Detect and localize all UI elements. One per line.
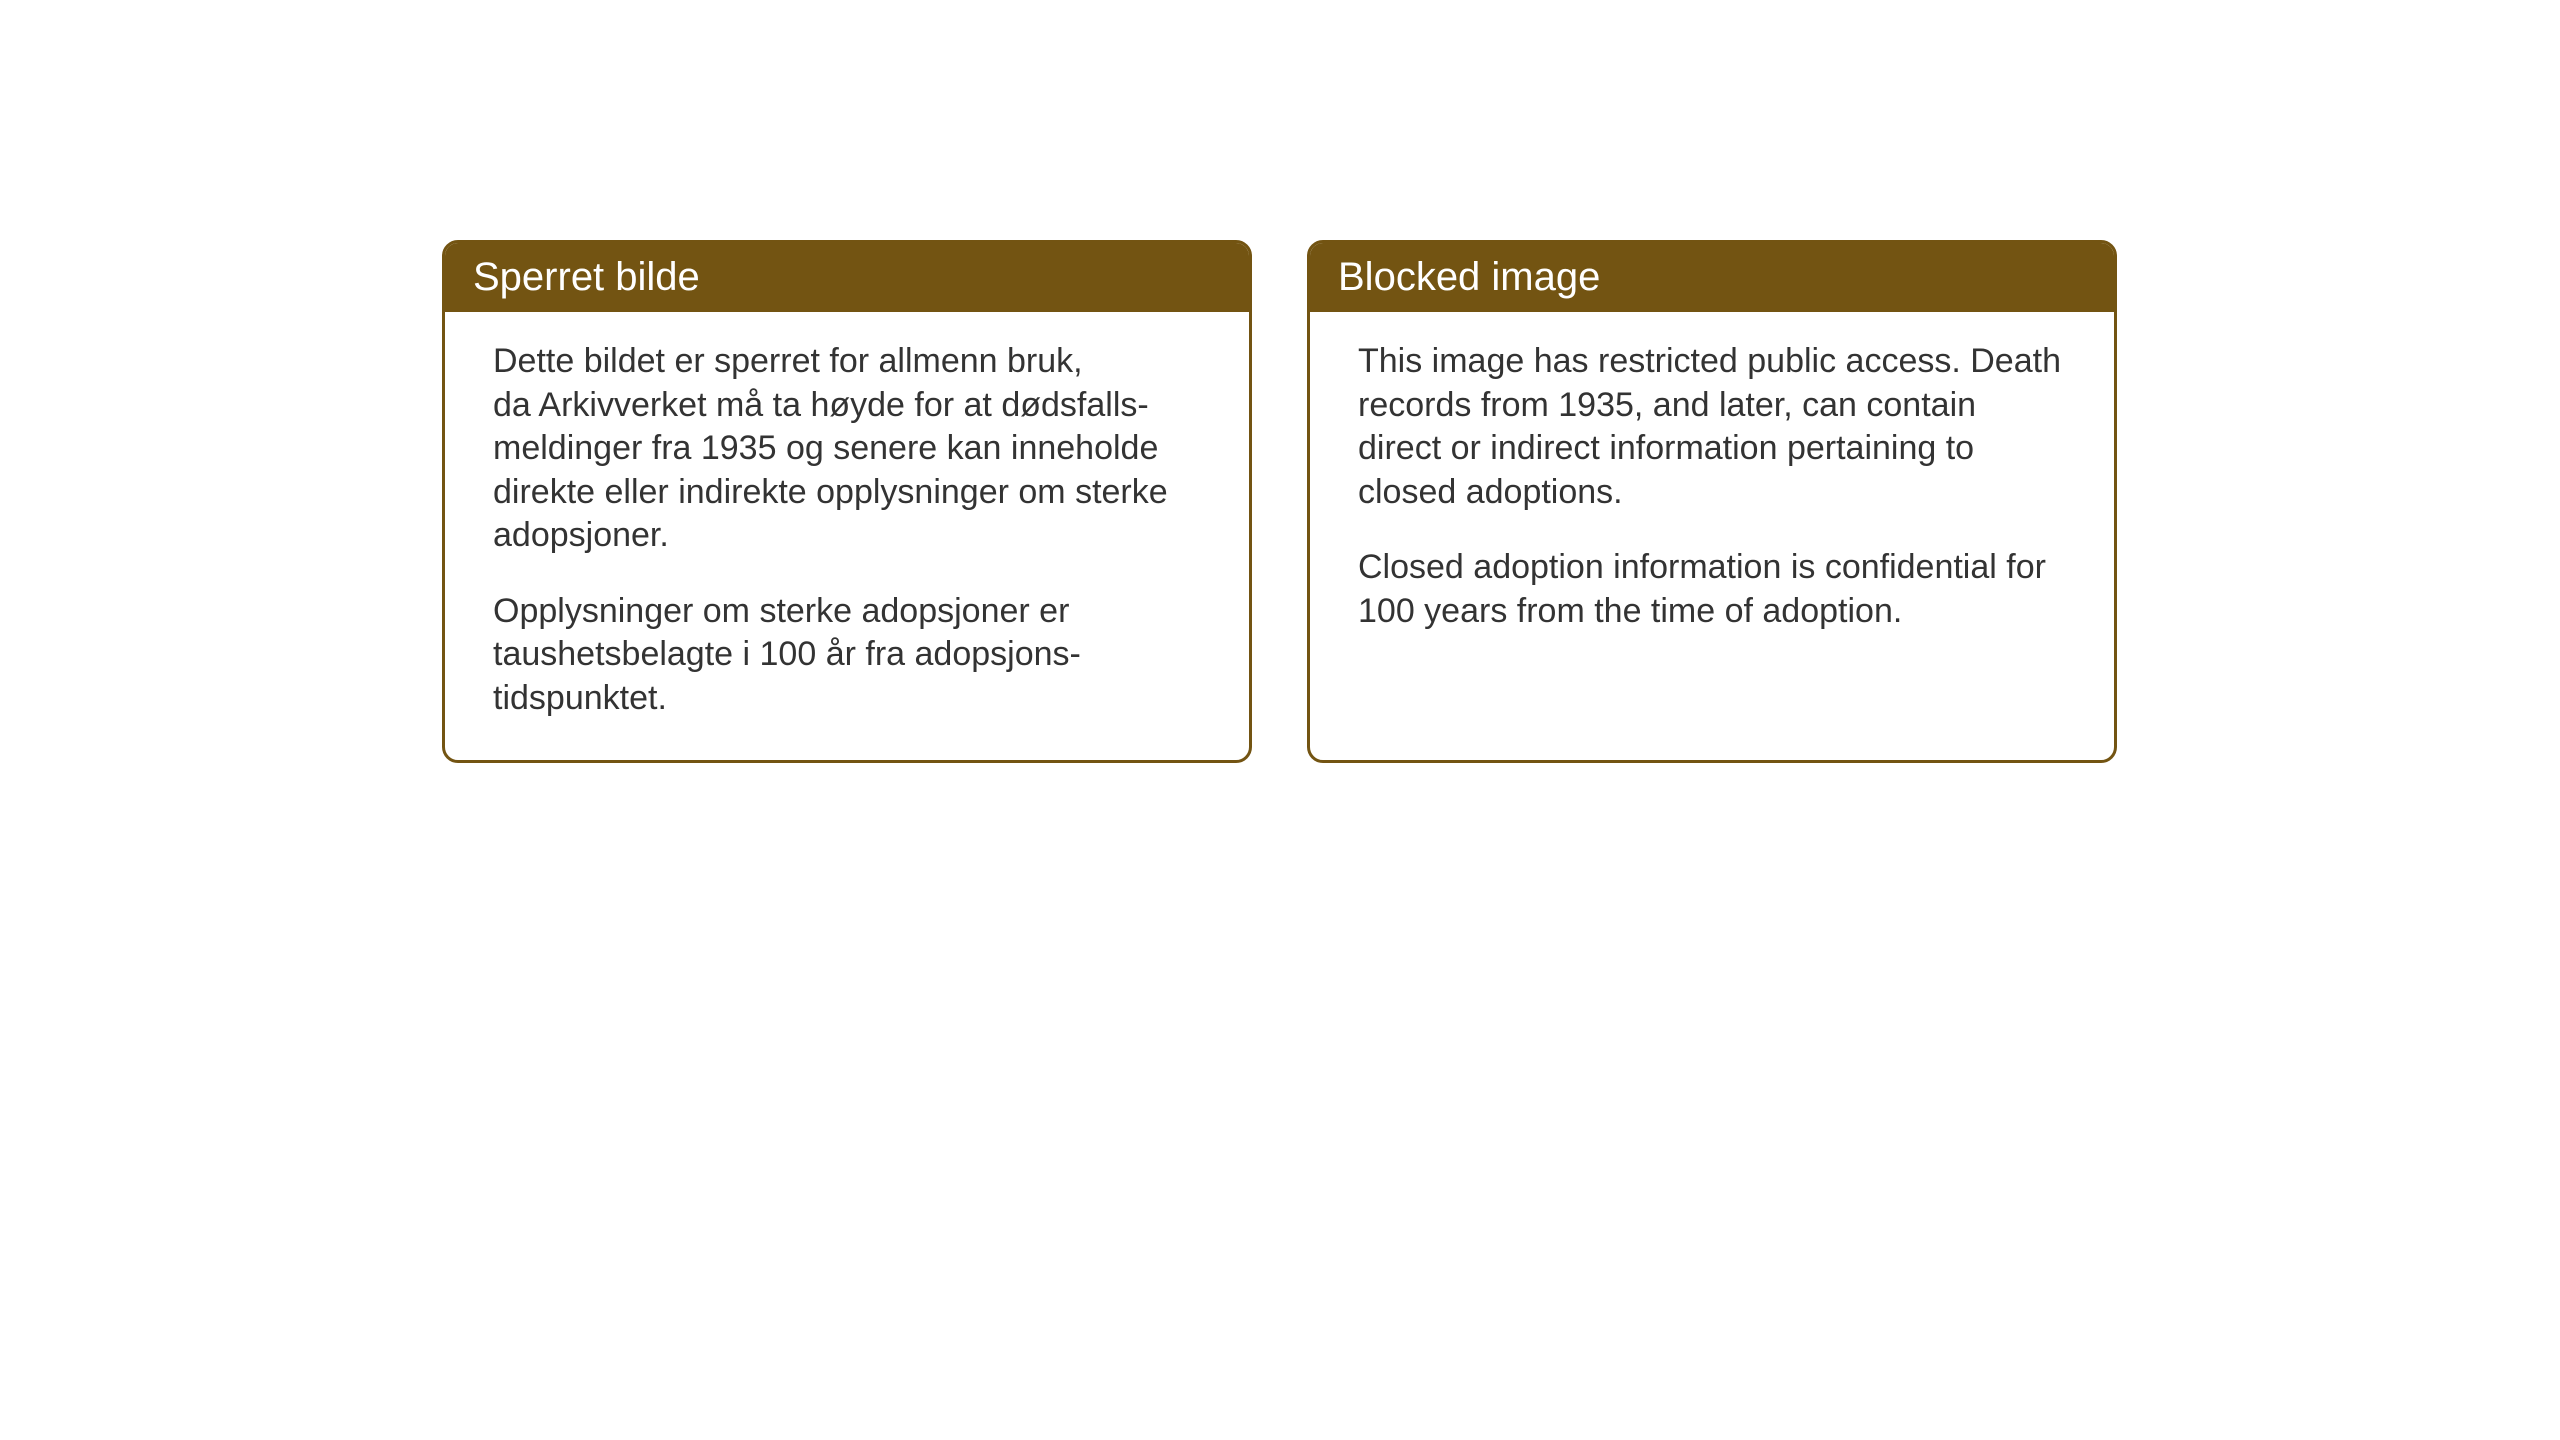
norwegian-paragraph-1: Dette bildet er sperret for allmenn bruk… (493, 340, 1201, 558)
english-paragraph-1: This image has restricted public access.… (1358, 340, 2066, 514)
english-card-title: Blocked image (1338, 255, 1600, 299)
norwegian-card-title: Sperret bilde (473, 255, 700, 299)
english-card: Blocked image This image has restricted … (1307, 240, 2117, 763)
norwegian-paragraph-2: Opplysninger om sterke adopsjoner er tau… (493, 590, 1201, 721)
english-card-header: Blocked image (1310, 243, 2114, 312)
english-paragraph-2: Closed adoption information is confident… (1358, 546, 2066, 633)
norwegian-card: Sperret bilde Dette bildet er sperret fo… (442, 240, 1252, 763)
norwegian-card-body: Dette bildet er sperret for allmenn bruk… (445, 312, 1249, 760)
english-card-body: This image has restricted public access.… (1310, 312, 2114, 732)
norwegian-card-header: Sperret bilde (445, 243, 1249, 312)
cards-container: Sperret bilde Dette bildet er sperret fo… (0, 0, 2560, 763)
